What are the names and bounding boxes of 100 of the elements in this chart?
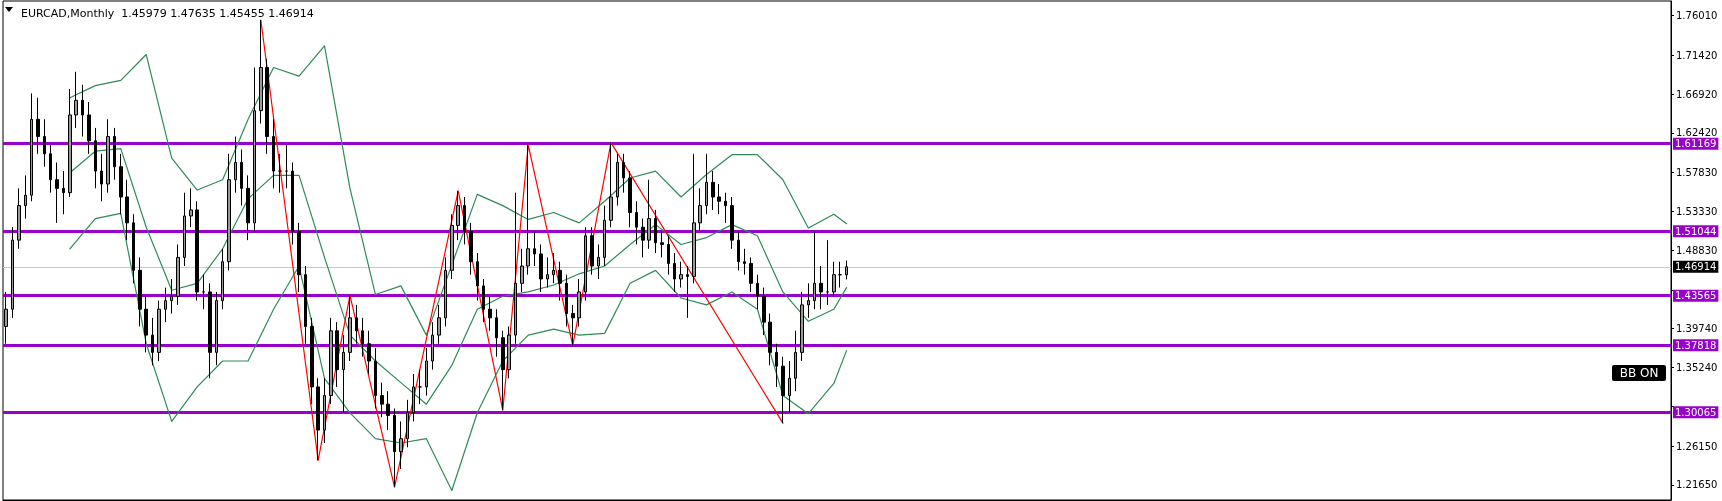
- candlestick: [265, 58, 269, 155]
- candlestick: [749, 256, 753, 293]
- candlestick: [348, 294, 352, 362]
- candlestick: [374, 347, 377, 409]
- ref-line-label: 1.37818: [1675, 339, 1717, 351]
- candlestick: [476, 252, 479, 302]
- candlestick: [183, 192, 186, 267]
- candlestick: [36, 97, 40, 155]
- candlestick: [157, 300, 161, 362]
- candlestick: [74, 71, 78, 129]
- candlestick: [195, 200, 199, 302]
- candlestick: [590, 226, 594, 276]
- candlestick: [55, 161, 59, 224]
- candlestick: [227, 153, 231, 271]
- annotation: BB ON: [1619, 366, 1659, 380]
- candlestick: [81, 84, 84, 138]
- candlestick: [507, 325, 511, 379]
- candlestick: [641, 218, 645, 258]
- candlestick: [437, 304, 441, 345]
- candlestick: [240, 148, 243, 207]
- candlestick: [444, 256, 447, 327]
- candlestick: [826, 239, 829, 306]
- candlestick: [406, 399, 409, 448]
- candlestick: [87, 101, 91, 155]
- candlestick: [355, 304, 358, 345]
- candlestick: [635, 200, 638, 245]
- candlestick: [30, 92, 33, 202]
- candlestick: [756, 274, 759, 310]
- candlestick: [819, 265, 823, 310]
- candlestick: [297, 222, 301, 293]
- y-tick-label: 1.71420: [1676, 49, 1718, 61]
- candlestick: [62, 170, 65, 215]
- candlestick: [316, 377, 320, 461]
- y-tick-label: 1.21650: [1676, 479, 1718, 491]
- candlestick: [845, 260, 848, 280]
- candlestick: [488, 295, 492, 332]
- candlestick: [743, 248, 746, 276]
- candlestick: [838, 261, 842, 289]
- candlestick: [189, 187, 193, 228]
- candlestick: [737, 231, 740, 271]
- line-series: [69, 212, 848, 492]
- candlestick: [106, 118, 110, 194]
- candlestick: [603, 205, 606, 267]
- candlestick: [565, 274, 568, 327]
- candlestick: [584, 226, 587, 302]
- ref-line-label: 1.51044: [1675, 225, 1717, 237]
- candlestick: [310, 317, 314, 405]
- candlestick: [622, 153, 625, 194]
- candlestick: [724, 192, 727, 224]
- candlestick: [705, 153, 708, 215]
- candlestick: [323, 377, 326, 444]
- y-tick-label: 1.39740: [1676, 323, 1718, 335]
- candlestick: [43, 118, 46, 168]
- candlestick: [335, 321, 339, 388]
- candlestick: [463, 196, 466, 245]
- candlestick: [609, 142, 613, 228]
- candlestick: [164, 287, 167, 323]
- y-tick-label: 1.35240: [1676, 362, 1718, 374]
- candlestick: [49, 144, 52, 194]
- candlestick: [660, 231, 664, 258]
- candlestick: [730, 196, 734, 250]
- candlestick: [412, 373, 415, 422]
- candlestick: [431, 321, 434, 371]
- candlestick: [399, 420, 403, 470]
- candlestick: [208, 282, 212, 379]
- candlestick: [711, 170, 715, 211]
- candlestick: [526, 144, 530, 276]
- candlestick: [616, 153, 619, 207]
- candlestick: [832, 261, 836, 297]
- text: EURCAD,Monthly 1.45979 1.47635 1.45455 1.46914: [21, 7, 314, 20]
- candlestick: [304, 265, 307, 345]
- candlestick: [11, 226, 14, 319]
- candlestick: [673, 252, 676, 293]
- line-series: [260, 19, 784, 488]
- candlestick: [520, 248, 524, 293]
- candlestick: [234, 136, 237, 194]
- candlestick: [246, 174, 250, 241]
- candlestick: [469, 222, 473, 276]
- candlestick: [501, 330, 505, 411]
- candlestick: [482, 278, 485, 323]
- candlestick: [762, 287, 766, 336]
- candlestick: [450, 213, 454, 280]
- candlestick: [138, 256, 142, 327]
- candlestick: [698, 187, 702, 233]
- candlestick: [113, 127, 116, 181]
- candlestick: [679, 261, 683, 289]
- candlestick: [571, 304, 575, 346]
- candlestick: [68, 88, 72, 198]
- y-tick-label: 1.62420: [1676, 127, 1718, 139]
- candlestick: [495, 308, 498, 358]
- ref-line-label: 1.61169: [1675, 138, 1717, 150]
- candlestick: [386, 390, 390, 431]
- candlestick: [788, 360, 791, 414]
- candlestick: [533, 231, 536, 267]
- candlestick: [628, 170, 632, 228]
- ref-line-label: 1.43565: [1675, 290, 1717, 302]
- candlestick: [425, 347, 428, 397]
- candlestick: [342, 334, 345, 414]
- candlestick: [291, 161, 294, 245]
- y-tick-label: 1.66920: [1676, 88, 1718, 100]
